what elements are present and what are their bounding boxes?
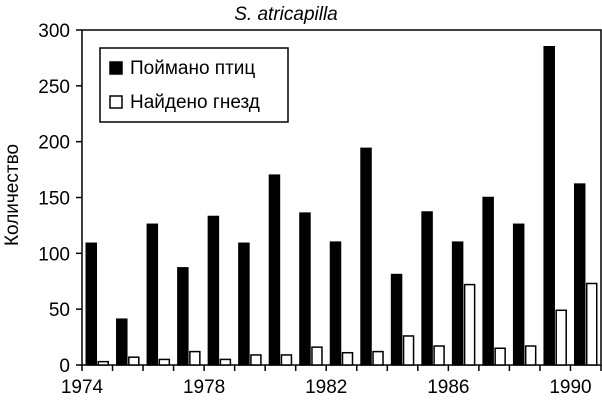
bar-birds-caught: [85, 242, 98, 366]
bar-nests-found: [219, 358, 232, 366]
bar-birds-caught: [482, 196, 494, 366]
y-axis: 0 50 100 150 200 250 300: [38, 21, 82, 377]
y-axis-label: Количество: [2, 144, 23, 246]
bar-birds-caught: [177, 267, 189, 366]
bars: [85, 46, 598, 366]
x-tick-label: 1986: [427, 377, 469, 398]
legend-label-nests: Найдено гнезд: [130, 92, 260, 113]
bar-nests-found: [585, 282, 598, 366]
legend: Поймано птиц Найдено гнезд: [99, 47, 289, 123]
x-tick-label: 1978: [183, 377, 225, 398]
bar-nests-found: [402, 335, 415, 366]
bar-birds-caught: [390, 273, 403, 366]
y-tick-label: 0: [59, 356, 70, 377]
legend-box: [99, 47, 289, 123]
x-tick-label: 1974: [61, 377, 104, 398]
bar-nests-found: [250, 354, 262, 366]
y-tick-label: 250: [38, 77, 70, 98]
bar-nests-found: [311, 346, 323, 366]
legend-swatch-nests: [109, 95, 123, 109]
bar-nests-found: [97, 360, 110, 366]
bar-birds-caught: [268, 174, 281, 366]
bar-birds-caught: [146, 223, 159, 366]
y-tick-label: 100: [38, 244, 70, 265]
bar-nests-found: [128, 356, 140, 366]
bar-birds-caught: [451, 241, 464, 366]
legend-swatch-caught: [109, 61, 123, 75]
bar-nests-found: [341, 351, 354, 366]
bar-nests-found: [524, 345, 537, 366]
bar-birds-caught: [329, 241, 342, 366]
bar-nests-found: [433, 345, 445, 366]
bar-nests-found: [280, 354, 293, 366]
bar-birds-caught: [573, 183, 586, 366]
bar-birds-caught: [543, 46, 555, 366]
x-axis: 1974 1978 1982 1986 1990: [61, 365, 602, 398]
x-tick-label: 1990: [549, 377, 591, 398]
y-tick-label: 150: [38, 189, 70, 210]
chart-title: S. atricapilla: [234, 4, 338, 25]
bar-nests-found: [463, 283, 476, 366]
bar-birds-caught: [360, 147, 372, 366]
legend-label-caught: Поймано птиц: [130, 58, 255, 79]
bar-nests-found: [189, 350, 201, 366]
bar-nests-found: [494, 347, 506, 366]
bar-birds-caught: [207, 215, 220, 366]
bar-birds-caught: [512, 223, 525, 366]
bar-nests-found: [158, 358, 171, 366]
bar-nests-found: [555, 309, 567, 366]
bar-birds-caught: [116, 318, 128, 366]
y-tick-label: 200: [38, 133, 70, 154]
bar-birds-caught: [299, 212, 311, 366]
x-tick-label: 1982: [305, 377, 347, 398]
y-tick-label: 50: [49, 300, 70, 321]
bar-birds-caught: [238, 242, 250, 366]
y-tick-label: 300: [38, 21, 70, 42]
bar-nests-found: [372, 350, 384, 366]
bar-birds-caught: [421, 211, 433, 366]
